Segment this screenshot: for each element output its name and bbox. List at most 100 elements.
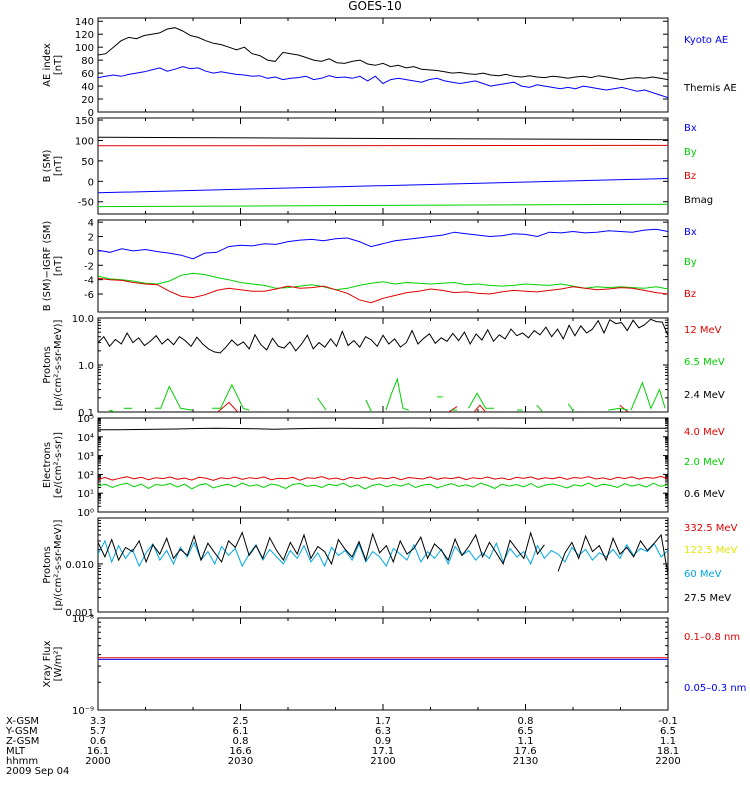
ephemeris-row-label: MLT: [6, 746, 26, 757]
ephemeris-value: 0.8: [518, 716, 534, 727]
y-axis-label: AE index[nT]: [42, 43, 64, 87]
series-line: [109, 409, 116, 412]
y-axis-label: Protons[p/(cm²-s-sr-MeV)]: [42, 519, 64, 610]
y-tick-label: 0: [88, 177, 94, 188]
series-line: [98, 482, 668, 490]
series-2-4-mev: [98, 318, 668, 354]
y-axis-label-line2: [p/(cm²-s-sr-MeV)]: [53, 319, 64, 410]
series-line: [98, 66, 668, 99]
y-axis-label-line1: AE index: [42, 43, 53, 87]
series-line: [448, 406, 458, 412]
legend-entry: Bz: [684, 171, 696, 182]
series-line: [98, 27, 668, 81]
legend-entry: 12 MeV: [684, 325, 722, 336]
y-axis-label: B (SM)[nT]: [42, 149, 64, 182]
ephemeris-row-label: hhmm: [6, 756, 38, 767]
y-tick-label: 120: [75, 30, 94, 41]
series-line: [557, 533, 668, 575]
ephemeris-value: 17.6: [514, 746, 536, 757]
ephemeris-value: -0.1: [658, 716, 678, 727]
y-tick-label: -2: [84, 261, 94, 272]
panel-frame: [97, 117, 669, 215]
ephemeris-value: 2030: [228, 756, 253, 767]
panel-frame: [97, 417, 669, 513]
y-tick-label: 0: [88, 108, 94, 119]
ephemeris-value: 2130: [513, 756, 538, 767]
y-tick-label: 10⁴: [77, 433, 94, 444]
y-tick-label: 80: [81, 56, 94, 67]
series-line: [98, 427, 668, 431]
y-tick-label: -50: [78, 198, 94, 209]
plot-date: 2009 Sep 04: [6, 766, 69, 777]
panel-1: 0 20 40 60 80 100 120 140 AE index[nT] Kyoto AE Th…: [42, 17, 737, 119]
series-by: [98, 272, 668, 291]
series-line: [98, 318, 668, 354]
series-bx: [98, 178, 668, 194]
ephemeris-value: 18.1: [657, 746, 679, 757]
series-line: [365, 399, 373, 412]
series-27-5-mev: [98, 531, 668, 575]
series-12-mev: [217, 401, 629, 412]
y-tick-label: 0.1: [78, 408, 94, 419]
ephemeris-value: 0.6: [90, 736, 106, 747]
y-axis-label: B (SM)−IGRF (SM)[nT]: [42, 221, 64, 312]
y-axis-label-line2: [nT]: [53, 55, 64, 75]
y-tick-label: 10⁻⁸: [72, 614, 94, 625]
y-tick-label: 20: [81, 95, 94, 106]
series-line: [217, 401, 239, 412]
legend-entry: 332.5 MeV: [684, 523, 738, 534]
y-tick-label: -6: [84, 290, 94, 301]
y-tick-label: 60: [81, 69, 94, 80]
ephemeris-value: 2100: [370, 756, 395, 767]
panel-frame: [97, 517, 669, 613]
legend-entry: By: [684, 257, 697, 268]
series-line: [98, 277, 668, 304]
legend-entry: By: [684, 147, 697, 158]
ephemeris-value: 2000: [85, 756, 110, 767]
series-line: [619, 404, 629, 412]
legend-entry: Bz: [684, 289, 696, 300]
y-axis-label: Electrons[e/(cm²-s-sr)]: [42, 432, 64, 498]
plot-title: GOES-10: [348, 0, 402, 13]
legend-entry: 6.5 MeV: [684, 357, 725, 368]
y-tick-label: 10⁻⁹: [72, 706, 94, 717]
y-tick-label: 4: [88, 218, 94, 229]
series-line: [212, 383, 250, 411]
y-tick-label: 2: [88, 233, 94, 244]
series-line: [385, 377, 409, 411]
y-tick-label: 40: [81, 82, 94, 93]
series-bz: [98, 277, 668, 304]
ephemeris-value: 16.6: [229, 746, 251, 757]
series-60-mev: [98, 539, 668, 568]
ephemeris-value: 6.3: [375, 726, 391, 737]
ephemeris-value: 3.3: [90, 716, 106, 727]
y-axis-label-line2: [nT]: [53, 256, 64, 276]
legend-entry: Bmag: [684, 195, 713, 206]
legend-entry: 0.05–0.3 nm: [684, 683, 746, 694]
y-tick-label: 0: [88, 247, 94, 258]
panel-5: 10⁰ 10¹ 10² 10³ 10⁴ 10⁵ Electrons[e/(cm²-s-sr)…: [42, 414, 725, 519]
ephemeris-value: 17.1: [372, 746, 394, 757]
ephemeris-value: 2.5: [233, 716, 249, 727]
legend-entry: 60 MeV: [684, 569, 722, 580]
legend-entry: 27.5 MeV: [684, 593, 731, 604]
legend-entry: 4.0 MeV: [684, 427, 725, 438]
y-axis-label-line1: Xray Flux: [42, 640, 53, 687]
series-line: [630, 381, 666, 411]
series-kyoto-ae: [98, 66, 668, 99]
ephemeris-value: 1.7: [375, 716, 391, 727]
ephemeris-value: 0.9: [375, 736, 391, 747]
panel-frame: [97, 617, 669, 711]
ephemeris-value: 16.1: [87, 746, 109, 757]
legend-entry: Themis AE: [683, 83, 737, 94]
series-0-6-mev: [98, 427, 668, 431]
series-bmag: [98, 136, 668, 141]
ephemeris-row-label: Y-GSM: [5, 726, 38, 737]
series-line: [317, 397, 327, 411]
y-tick-label: 10¹: [77, 489, 94, 500]
series-2-0-mev: [98, 482, 668, 490]
ephemeris-value: 6.1: [233, 726, 249, 737]
ephemeris-value: 2200: [655, 756, 680, 767]
